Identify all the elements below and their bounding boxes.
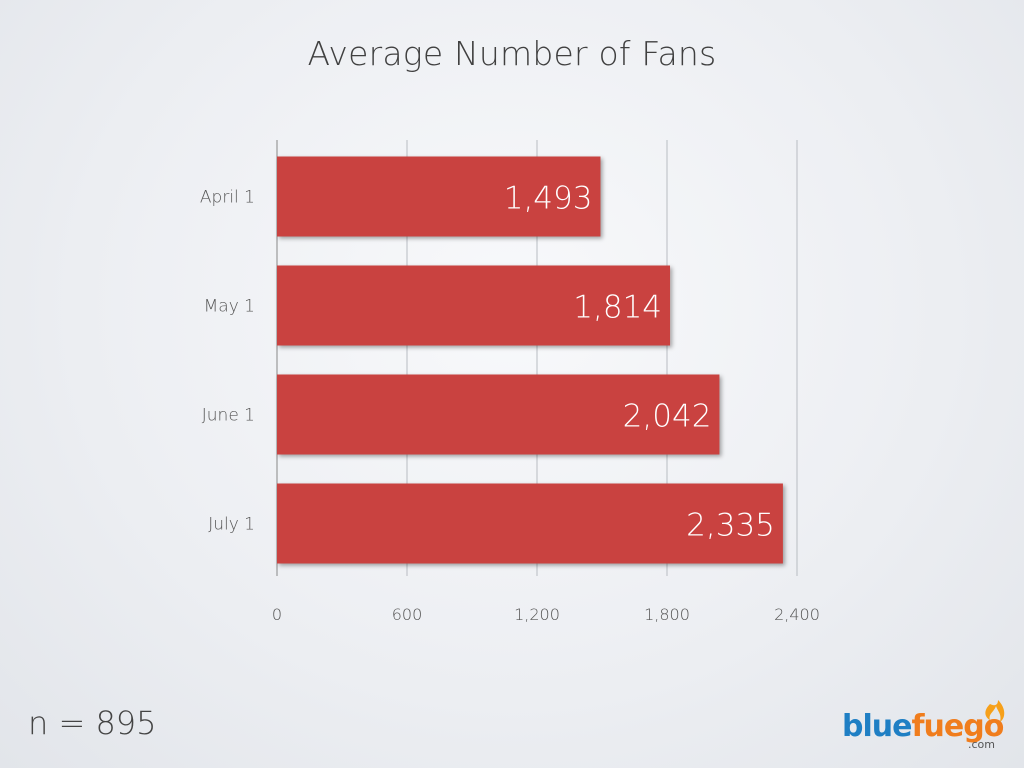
x-tick-label: 2,400 <box>774 605 820 624</box>
bar <box>277 483 783 564</box>
x-tick-label: 0 <box>272 605 282 624</box>
x-tick-label: 1,800 <box>644 605 690 624</box>
chart-title: Average Number of Fans <box>307 34 717 73</box>
category-label: April 1 <box>200 188 255 208</box>
flame-icon <box>985 700 1005 722</box>
x-tick-label: 1,200 <box>514 605 560 624</box>
x-tick-label: 600 <box>392 605 423 624</box>
category-label: July 1 <box>208 515 255 535</box>
category-label: June 1 <box>202 406 255 426</box>
bar-value-label: 1,493 <box>504 181 593 217</box>
bar-value-label: 1,814 <box>573 290 662 326</box>
bluefuego-logo: bluefuego .com <box>842 700 1005 751</box>
bar <box>277 156 601 237</box>
bar <box>277 265 671 346</box>
bar-value-label: 2,335 <box>686 508 775 544</box>
svg-text:bluefuego: bluefuego <box>842 709 1004 744</box>
sample-size-note: n = 895 <box>28 704 157 742</box>
labels: 0 600 1,200 1,800 2,400 April 1 1,493 May 1 1,81… <box>200 181 820 625</box>
bars <box>277 156 783 564</box>
bar-value-label: 2,042 <box>623 399 712 435</box>
bar <box>277 374 720 455</box>
svg-text:.com: .com <box>968 738 995 751</box>
category-label: May 1 <box>204 297 255 317</box>
